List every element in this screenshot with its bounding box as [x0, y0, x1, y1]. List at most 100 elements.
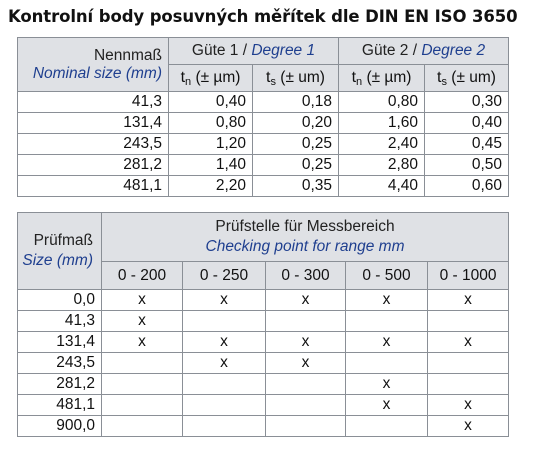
table-row: 481,1 2,20 0,35 4,40 0,60 [17, 175, 509, 197]
mark-cell: x [426, 394, 510, 416]
value-cell: 4,40 [338, 175, 425, 197]
mark-cell [265, 415, 346, 437]
size-cell: 41,3 [17, 91, 169, 113]
value-cell: 1,40 [168, 154, 253, 176]
mark-cell: x [426, 415, 510, 437]
value-cell: 1,20 [168, 133, 253, 155]
mark-cell: x [426, 331, 510, 353]
degree-1-sep: / [238, 42, 252, 59]
mark-cell: x [182, 352, 266, 374]
mark-cell: x [182, 331, 266, 353]
subheader-ts: ts (± um) [424, 64, 509, 92]
degree-1-header: Güte 1 / Degree 1 [168, 37, 339, 65]
size-cell: 131,4 [17, 112, 169, 134]
value-cell: 0,25 [252, 133, 339, 155]
degree-1-en: Degree 1 [251, 42, 316, 59]
degree-2-de: Güte 2 [361, 42, 409, 59]
nominal-size-header-en: Nominal size (mm) [32, 64, 162, 82]
subheader-tn: tn (± µm) [338, 64, 425, 92]
size-cell: 281,2 [17, 154, 169, 176]
subheader-tn: tn (± µm) [168, 64, 253, 92]
mark-cell [265, 373, 346, 395]
checking-point-header-de: Prüfstelle für Messbereich [215, 218, 395, 235]
mark-cell: x [345, 331, 428, 353]
checking-point-header-en: Checking point for range mm [205, 238, 405, 255]
mark-cell [182, 394, 266, 416]
mark-cell [426, 352, 510, 374]
table-row: 281,2 x [17, 373, 510, 395]
value-cell: 0,80 [168, 112, 253, 134]
value-cell: 0,40 [424, 112, 509, 134]
checking-point-header: Prüfstelle für Messbereich Checking poin… [100, 212, 510, 262]
value-cell: 2,40 [338, 133, 425, 155]
range-header: 0 - 1000 [426, 261, 510, 290]
table-row: 41,3 x [17, 310, 510, 332]
mark-cell: x [265, 331, 346, 353]
test-size-header: Prüfmaß Size (mm) [17, 212, 102, 290]
value-cell: 0,80 [338, 91, 425, 113]
test-size-header-en: Size (mm) [22, 252, 93, 269]
nominal-size-header-de: Nennmaß [93, 46, 162, 64]
value-cell: 0,50 [424, 154, 509, 176]
size-cell: 41,3 [17, 310, 102, 332]
mark-cell [426, 310, 510, 332]
mark-cell [182, 373, 266, 395]
table-row: 281,2 1,40 0,25 2,80 0,50 [17, 154, 509, 176]
value-cell: 0,40 [168, 91, 253, 113]
tolerance-table: Nennmaß Nominal size (mm) Güte 1 / Degre… [17, 37, 509, 197]
table-row: 243,5 x x [17, 352, 510, 374]
mark-cell [182, 415, 266, 437]
range-header: 0 - 500 [345, 261, 428, 290]
test-size-header-de: Prüfmaß [33, 232, 93, 249]
mark-cell [101, 352, 183, 374]
range-header: 0 - 300 [265, 261, 346, 290]
mark-cell: x [101, 289, 183, 311]
table-row: 243,5 1,20 0,25 2,40 0,45 [17, 133, 509, 155]
degree-2-header: Güte 2 / Degree 2 [338, 37, 509, 65]
table-row: 481,1 x x [17, 394, 510, 416]
size-cell: 281,2 [17, 373, 102, 395]
degree-1-de: Güte 1 [191, 42, 239, 59]
value-cell: 2,20 [168, 175, 253, 197]
degree-2-en: Degree 2 [421, 42, 486, 59]
value-cell: 0,18 [252, 91, 339, 113]
range-header: 0 - 200 [101, 261, 183, 290]
mark-cell [426, 373, 510, 395]
value-cell: 0,60 [424, 175, 509, 197]
nominal-size-header: Nennmaß Nominal size (mm) [17, 37, 169, 92]
mark-cell: x [345, 373, 428, 395]
value-cell: 0,30 [424, 91, 509, 113]
table-row: 900,0 x [17, 415, 510, 437]
table-row: 0,0 x x x x x [17, 289, 510, 311]
mark-cell: x [265, 289, 346, 311]
mark-cell [265, 310, 346, 332]
mark-cell [345, 310, 428, 332]
mark-cell [101, 373, 183, 395]
mark-cell: x [345, 289, 428, 311]
mark-cell: x [426, 289, 510, 311]
value-cell: 2,80 [338, 154, 425, 176]
mark-cell [101, 415, 183, 437]
checking-points-table: Prüfmaß Size (mm) Prüfstelle für Messber… [17, 212, 510, 437]
mark-cell: x [345, 394, 428, 416]
subheader-ts: ts (± um) [252, 64, 339, 92]
size-cell: 481,1 [17, 175, 169, 197]
mark-cell [182, 310, 266, 332]
mark-cell: x [101, 331, 183, 353]
size-cell: 481,1 [17, 394, 102, 416]
size-cell: 131,4 [17, 331, 102, 353]
value-cell: 0,35 [252, 175, 339, 197]
value-cell: 0,45 [424, 133, 509, 155]
range-header: 0 - 250 [182, 261, 266, 290]
page-title: Kontrolní body posuvných měřítek dle DIN… [8, 7, 518, 26]
size-cell: 243,5 [17, 352, 102, 374]
mark-cell: x [265, 352, 346, 374]
table-row: 131,4 0,80 0,20 1,60 0,40 [17, 112, 509, 134]
size-cell: 0,0 [17, 289, 102, 311]
size-cell: 900,0 [17, 415, 102, 437]
degree-2-sep: / [408, 42, 422, 59]
mark-cell [265, 394, 346, 416]
value-cell: 1,60 [338, 112, 425, 134]
mark-cell: x [101, 310, 183, 332]
mark-cell [101, 394, 183, 416]
